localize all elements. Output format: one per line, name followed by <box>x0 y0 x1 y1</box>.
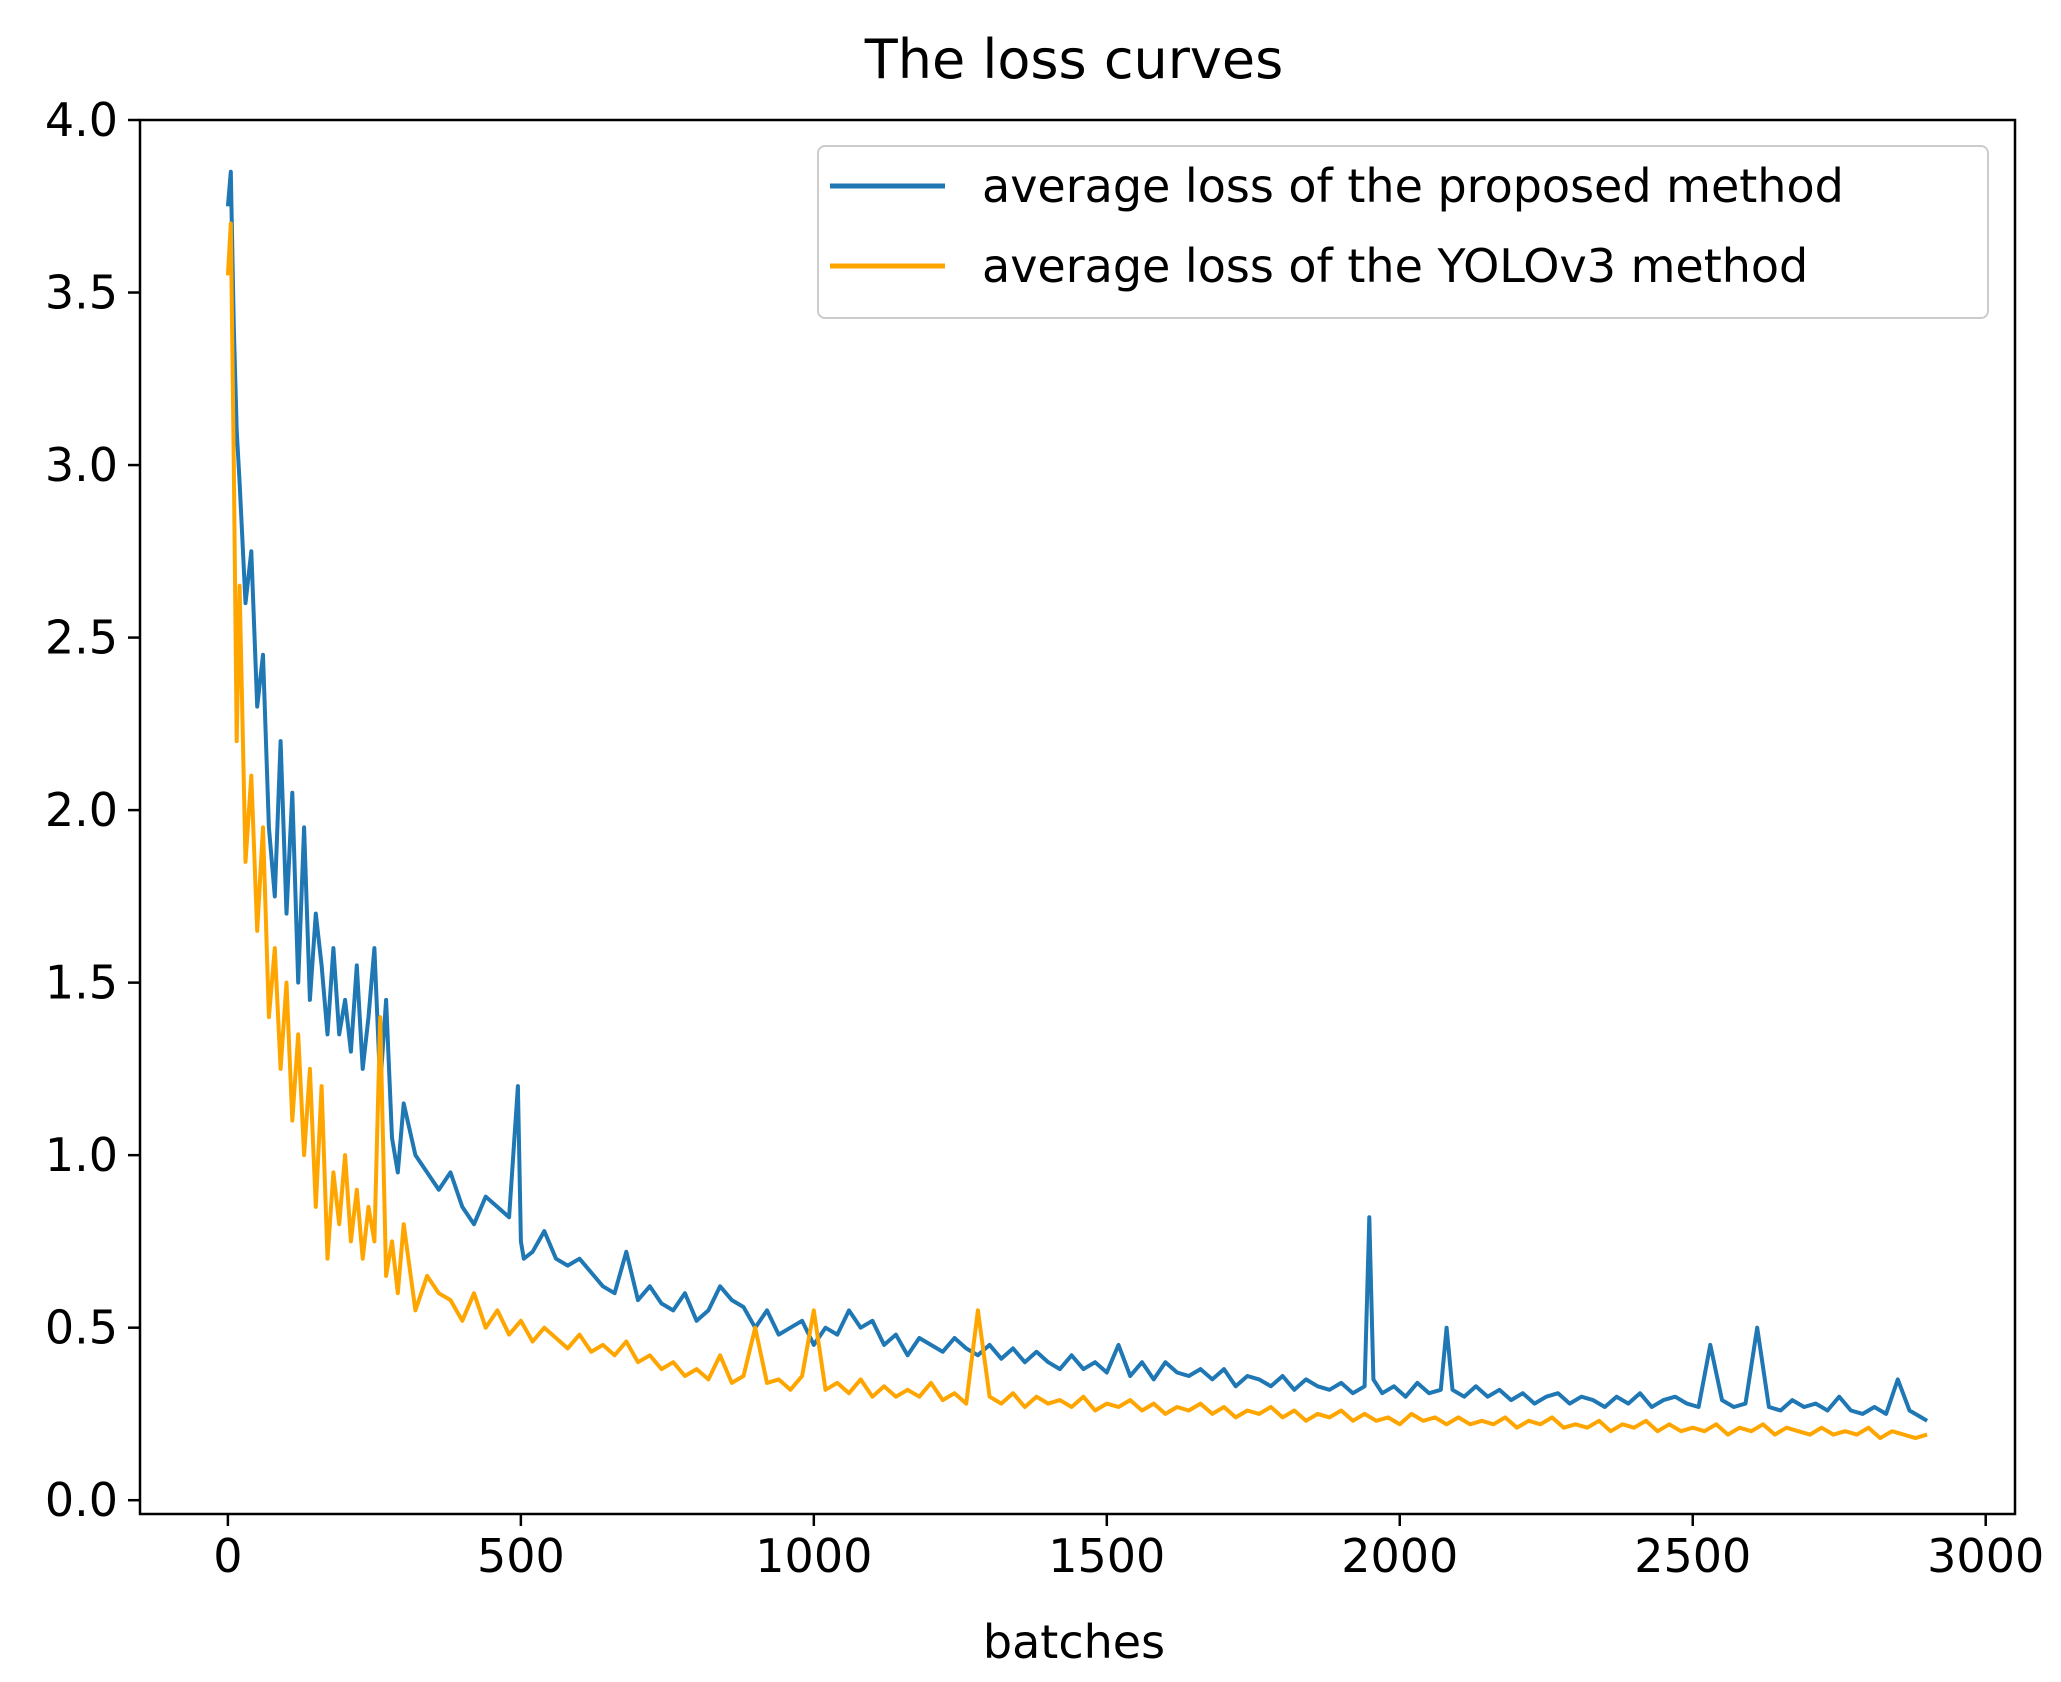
y-axis: 0.0 0.5 1.0 1.5 2.0 2.5 3.0 3.5 4.0 <box>45 93 140 1527</box>
x-tick-label: 0 <box>213 1529 242 1583</box>
y-tick-label: 4.0 <box>45 93 118 147</box>
y-tick-label: 3.0 <box>45 438 118 492</box>
legend-label-proposed: average loss of the proposed method <box>982 159 1844 213</box>
x-tick-label: 500 <box>477 1529 565 1583</box>
chart-title: The loss curves <box>864 28 1284 91</box>
y-tick-label: 3.5 <box>45 266 118 320</box>
y-tick-label: 0.5 <box>45 1301 118 1355</box>
y-tick-label: 2.0 <box>45 783 118 837</box>
plot-frame <box>138 118 2017 1516</box>
x-tick-label: 1000 <box>755 1529 872 1583</box>
y-tick-label: 0.0 <box>45 1473 118 1527</box>
x-tick-label: 2000 <box>1341 1529 1458 1583</box>
y-tick-label: 2.5 <box>45 611 118 665</box>
series-layer <box>225 169 1929 1441</box>
series-line-1 <box>225 221 1928 1441</box>
x-tick-label: 3000 <box>1927 1529 2044 1583</box>
legend-box <box>817 145 1989 319</box>
x-tick-label: 1500 <box>1048 1529 1165 1583</box>
x-axis: 0 500 1000 1500 2000 2500 3000 <box>213 1514 2044 1583</box>
legend-label-yolov3: average loss of the YOLOv3 method <box>982 239 1808 293</box>
x-axis-label: batches <box>983 1615 1165 1669</box>
y-tick-label: 1.5 <box>45 956 118 1010</box>
y-tick-label: 1.0 <box>45 1128 118 1182</box>
legend: average loss of the proposed method aver… <box>817 145 1989 319</box>
x-tick-label: 2500 <box>1634 1529 1751 1583</box>
